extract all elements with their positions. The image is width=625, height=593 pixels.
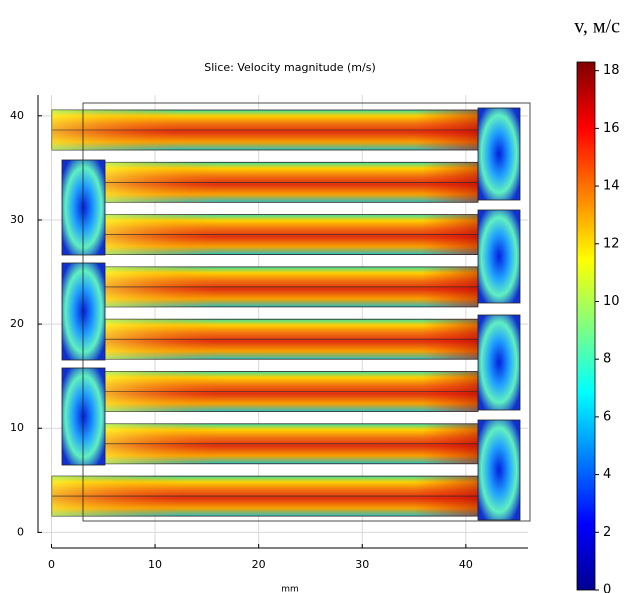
colorbar-tick-label: 18 [603, 63, 620, 78]
x-tick-label: 40 [459, 558, 473, 571]
colorbar-tick-label: 4 [603, 467, 611, 482]
chart-title: Slice: Velocity magnitude (m/s) [204, 61, 376, 74]
colorbar-tick-label: 6 [603, 409, 611, 424]
turn-left [61, 367, 106, 466]
turn-right [477, 314, 521, 411]
plot-area [38, 95, 531, 548]
x-tick-label: 30 [355, 558, 369, 571]
y-tick-label: 30 [10, 213, 24, 226]
y-tick-label: 20 [10, 317, 24, 330]
colorbar-tick-label: 14 [603, 179, 620, 194]
x-axis-label: mm [281, 585, 299, 593]
y-tick-label: 10 [10, 421, 24, 434]
colorbar [576, 61, 596, 591]
colorbar-tick-label: 8 [603, 352, 611, 367]
x-tick-label: 0 [48, 558, 55, 571]
turn-left [61, 159, 106, 256]
colorbar-tick-label: 12 [603, 236, 620, 251]
turn-left [61, 262, 106, 361]
turn-right [477, 107, 521, 201]
turn-right [477, 209, 521, 304]
colorbar-tick-label: 10 [603, 294, 620, 309]
x-tick-label: 20 [252, 558, 266, 571]
y-tick-label: 0 [17, 525, 24, 538]
colorbar-tick-label: 0 [603, 583, 611, 593]
y-tick-label: 40 [10, 109, 24, 122]
turn-right [477, 419, 521, 521]
domain-outline [82, 102, 531, 522]
colorbar-tick-label: 2 [603, 525, 611, 540]
colorbar-tick-label: 16 [603, 121, 620, 136]
colorbar-label: v, м/с [574, 16, 620, 38]
x-tick-label: 10 [148, 558, 162, 571]
